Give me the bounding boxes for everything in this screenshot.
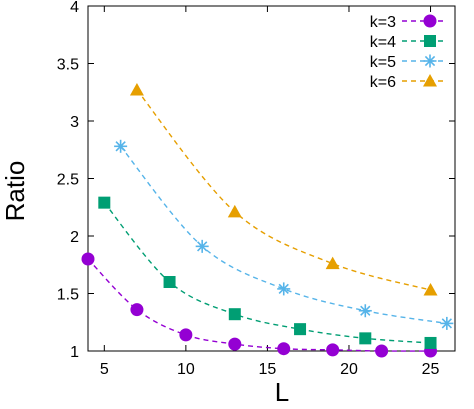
data-point-k-5 xyxy=(114,139,128,153)
data-point-k-3 xyxy=(179,328,193,342)
x-tick-label: 20 xyxy=(340,361,358,378)
data-point-k-3 xyxy=(375,344,389,358)
legend-label: k=4 xyxy=(370,34,396,51)
data-point-k-4 xyxy=(228,308,241,321)
legend-label: k=5 xyxy=(370,54,396,71)
data-point-k-5 xyxy=(440,316,454,330)
y-tick-label: 3.5 xyxy=(57,57,79,74)
data-point-k-6 xyxy=(325,256,340,270)
series-line-k-4 xyxy=(103,202,431,344)
series-line-k-6 xyxy=(136,89,431,291)
x-tick-label: 10 xyxy=(177,361,195,378)
data-point-k-6 xyxy=(423,283,438,296)
data-point-k-4 xyxy=(163,276,176,288)
x-tick-label: 15 xyxy=(259,361,277,378)
y-tick-label: 4 xyxy=(70,0,79,16)
data-point-k-6 xyxy=(227,204,242,218)
y-tick-label: 2 xyxy=(70,229,79,246)
y-tick-label: 3 xyxy=(70,114,79,131)
data-point-k-3 xyxy=(81,252,95,266)
data-point-k-3 xyxy=(326,343,340,357)
legend-label: k=3 xyxy=(370,14,396,31)
data-point-k-3 xyxy=(130,303,144,317)
y-tick-label: 1 xyxy=(70,344,79,361)
data-point-k-5 xyxy=(195,239,209,253)
y-tick-label: 2.5 xyxy=(57,172,79,189)
data-point-k-3 xyxy=(277,342,291,356)
x-tick-label: 5 xyxy=(100,361,109,378)
y-tick-label: 1.5 xyxy=(57,287,79,304)
legend: k=3 k=4 k=5 k=6 xyxy=(370,14,444,91)
plot-frame xyxy=(87,5,456,352)
x-axis-title: L xyxy=(275,377,289,407)
data-point-k-6 xyxy=(129,82,144,96)
x-tick-label: 25 xyxy=(422,361,440,378)
legend-marker xyxy=(424,35,436,47)
series-markers xyxy=(81,82,454,358)
axis-ticks: 5 10 15 20 25 1 1.5 2 2.5 3 3.5 4 xyxy=(57,0,455,378)
legend-label: k=6 xyxy=(370,74,396,91)
legend-marker xyxy=(423,74,437,87)
data-point-k-5 xyxy=(277,282,291,296)
legend-marker xyxy=(423,14,437,28)
data-point-k-4 xyxy=(98,196,111,209)
data-point-k-4 xyxy=(294,323,307,336)
y-axis-title: Ratio xyxy=(0,161,30,222)
data-point-k-4 xyxy=(424,336,437,349)
data-point-k-4 xyxy=(359,332,372,345)
data-point-k-5 xyxy=(358,304,372,318)
data-point-k-3 xyxy=(228,337,242,351)
series-line-k-5 xyxy=(120,145,447,325)
legend-marker xyxy=(423,54,437,68)
